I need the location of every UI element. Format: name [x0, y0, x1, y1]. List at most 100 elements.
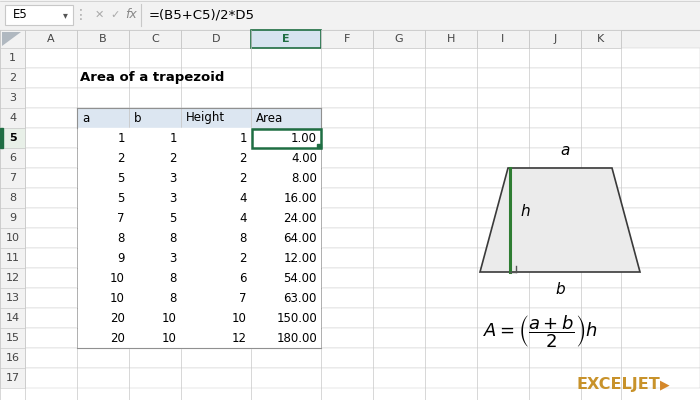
Text: =(B5+C5)/2*D5: =(B5+C5)/2*D5	[149, 8, 255, 22]
Bar	[0, 228, 25, 248]
Text: 12: 12	[6, 273, 20, 283]
Bar	[129, 30, 181, 48]
Text: 1: 1	[169, 132, 177, 144]
Bar	[0, 288, 25, 308]
Text: 3: 3	[169, 252, 177, 264]
Text: H: H	[447, 34, 455, 44]
Bar	[0, 208, 25, 228]
Bar	[251, 288, 321, 308]
Bar	[251, 308, 321, 328]
Text: 8: 8	[169, 292, 177, 304]
Text: ▾: ▾	[62, 10, 67, 20]
Bar	[477, 30, 529, 48]
Text: J: J	[554, 34, 556, 44]
Text: ✕: ✕	[94, 10, 104, 20]
Text: 15: 15	[6, 333, 20, 343]
Bar	[181, 328, 251, 348]
Bar	[181, 208, 251, 228]
Bar	[77, 188, 129, 208]
Text: 10: 10	[6, 233, 20, 243]
Bar	[181, 188, 251, 208]
Bar	[0, 328, 25, 348]
Bar	[251, 108, 321, 128]
Text: 64.00: 64.00	[284, 232, 317, 244]
Text: 3: 3	[169, 172, 177, 184]
Text: 8.00: 8.00	[291, 172, 317, 184]
Bar	[77, 288, 129, 308]
Bar	[181, 168, 251, 188]
Bar	[25, 288, 700, 308]
Bar	[251, 248, 321, 268]
Bar	[129, 328, 181, 348]
Text: 11: 11	[6, 253, 20, 263]
Text: 8: 8	[169, 232, 177, 244]
Bar	[0, 30, 700, 48]
Bar	[181, 30, 251, 48]
Bar	[129, 108, 181, 128]
Bar	[25, 148, 700, 168]
Bar	[77, 108, 129, 128]
Bar	[25, 88, 700, 108]
Bar	[581, 30, 621, 48]
Text: 10: 10	[232, 312, 247, 324]
Text: 3: 3	[9, 93, 16, 103]
Bar	[0, 348, 25, 368]
Text: 8: 8	[118, 232, 125, 244]
Text: 3: 3	[169, 192, 177, 204]
Bar	[25, 348, 700, 368]
Bar	[251, 30, 321, 48]
Bar	[77, 268, 129, 288]
Bar	[25, 308, 700, 328]
Text: E5: E5	[13, 8, 28, 22]
Text: 2: 2	[239, 152, 247, 164]
Text: 2: 2	[9, 73, 16, 83]
Text: 10: 10	[162, 312, 177, 324]
Bar	[181, 148, 251, 168]
Text: 180.00: 180.00	[276, 332, 317, 344]
Text: 1: 1	[239, 132, 247, 144]
Bar	[77, 248, 129, 268]
Bar	[0, 128, 25, 148]
Bar	[0, 128, 3, 148]
Bar	[5, 5, 73, 25]
Text: 54.00: 54.00	[284, 272, 317, 284]
Text: 5: 5	[8, 133, 16, 143]
Bar	[77, 228, 129, 248]
Text: K: K	[597, 34, 605, 44]
Bar	[77, 30, 129, 48]
Text: 4.00: 4.00	[291, 152, 317, 164]
Text: ✓: ✓	[111, 10, 120, 20]
Text: B: B	[99, 34, 107, 44]
Bar	[181, 308, 251, 328]
Text: 6: 6	[239, 272, 247, 284]
Bar	[25, 248, 700, 268]
Bar	[181, 228, 251, 248]
Text: h: h	[520, 204, 530, 220]
Bar	[129, 168, 181, 188]
Bar	[373, 30, 425, 48]
Bar	[425, 30, 477, 48]
Bar	[251, 228, 321, 248]
Text: 1: 1	[118, 132, 125, 144]
Bar	[129, 128, 181, 148]
Bar	[25, 48, 700, 68]
Text: 12: 12	[232, 332, 247, 344]
Bar	[129, 148, 181, 168]
Bar	[25, 128, 700, 148]
Text: I: I	[501, 34, 505, 44]
Text: E: E	[282, 34, 290, 44]
Bar	[181, 108, 251, 128]
Bar	[77, 128, 129, 148]
Bar	[251, 128, 321, 148]
Bar	[129, 308, 181, 328]
Bar	[129, 228, 181, 248]
Bar	[181, 128, 251, 148]
Bar	[129, 248, 181, 268]
Bar	[181, 268, 251, 288]
Text: 8: 8	[169, 272, 177, 284]
Text: 8: 8	[239, 232, 247, 244]
Bar	[0, 268, 25, 288]
Text: D: D	[211, 34, 220, 44]
Bar	[25, 228, 700, 248]
Text: Height: Height	[186, 112, 225, 124]
